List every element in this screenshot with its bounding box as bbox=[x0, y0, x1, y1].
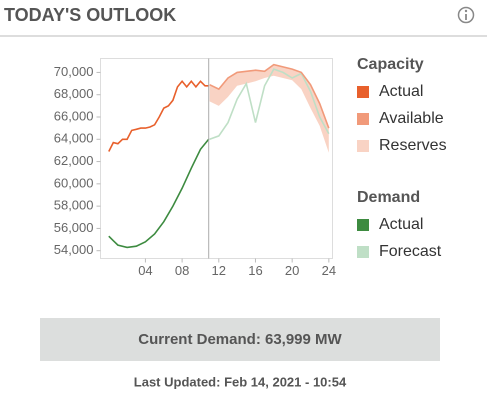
last-updated: Last Updated: Feb 14, 2021 - 10:54 bbox=[134, 374, 347, 389]
legend-label: Forecast bbox=[379, 243, 442, 260]
legend-label: Actual bbox=[379, 83, 423, 100]
legend-label: Actual bbox=[379, 216, 423, 233]
series-line bbox=[209, 68, 330, 141]
info-icon-circle bbox=[457, 6, 475, 24]
legend-label: Available bbox=[379, 110, 444, 127]
info-icon[interactable] bbox=[457, 6, 475, 24]
current-demand: Current Demand: 63,999 MW bbox=[138, 331, 342, 348]
series-line bbox=[108, 138, 210, 249]
x-tick-label: 16 bbox=[248, 263, 262, 278]
legend: Capacity Actual Available Reserves Demand Act… bbox=[357, 56, 447, 260]
series-line bbox=[209, 63, 330, 129]
legend-swatch bbox=[357, 219, 369, 231]
legend-label: Reserves bbox=[379, 137, 447, 154]
y-tick-label: 60,000 bbox=[54, 175, 94, 190]
y-tick-label: 64,000 bbox=[54, 131, 94, 146]
y-tick-label: 58,000 bbox=[54, 198, 94, 213]
y-tick-label: 70,000 bbox=[54, 64, 94, 79]
plot: 54,000 56,000 58,000 60,000 62,000 64,000 66,0… bbox=[54, 58, 336, 278]
legend-group-title: Capacity bbox=[357, 56, 424, 73]
y-tick-label: 62,000 bbox=[54, 153, 94, 168]
y-tick-label: 56,000 bbox=[54, 220, 94, 235]
legend-swatch bbox=[357, 113, 369, 125]
x-tick-label: 12 bbox=[212, 263, 226, 278]
legend-group-title: Demand bbox=[357, 189, 420, 206]
legend-swatch bbox=[357, 86, 369, 98]
x-tick-label: 24 bbox=[322, 263, 336, 278]
x-tick-label: 04 bbox=[138, 263, 152, 278]
x-tick-label: 08 bbox=[175, 263, 189, 278]
reserves-band bbox=[209, 64, 329, 153]
y-tick-label: 66,000 bbox=[54, 108, 94, 123]
legend-swatch bbox=[357, 140, 369, 152]
series-line bbox=[108, 80, 209, 152]
info-icon-dot bbox=[464, 9, 468, 13]
x-tick-label: 20 bbox=[285, 263, 299, 278]
plot-frame bbox=[100, 58, 333, 259]
legend-swatch bbox=[357, 246, 369, 258]
y-tick-label: 68,000 bbox=[54, 86, 94, 101]
y-tick-label: 54,000 bbox=[54, 242, 94, 257]
current-demand-box bbox=[40, 318, 440, 361]
header-title: TODAY'S OUTLOOK bbox=[4, 5, 176, 25]
